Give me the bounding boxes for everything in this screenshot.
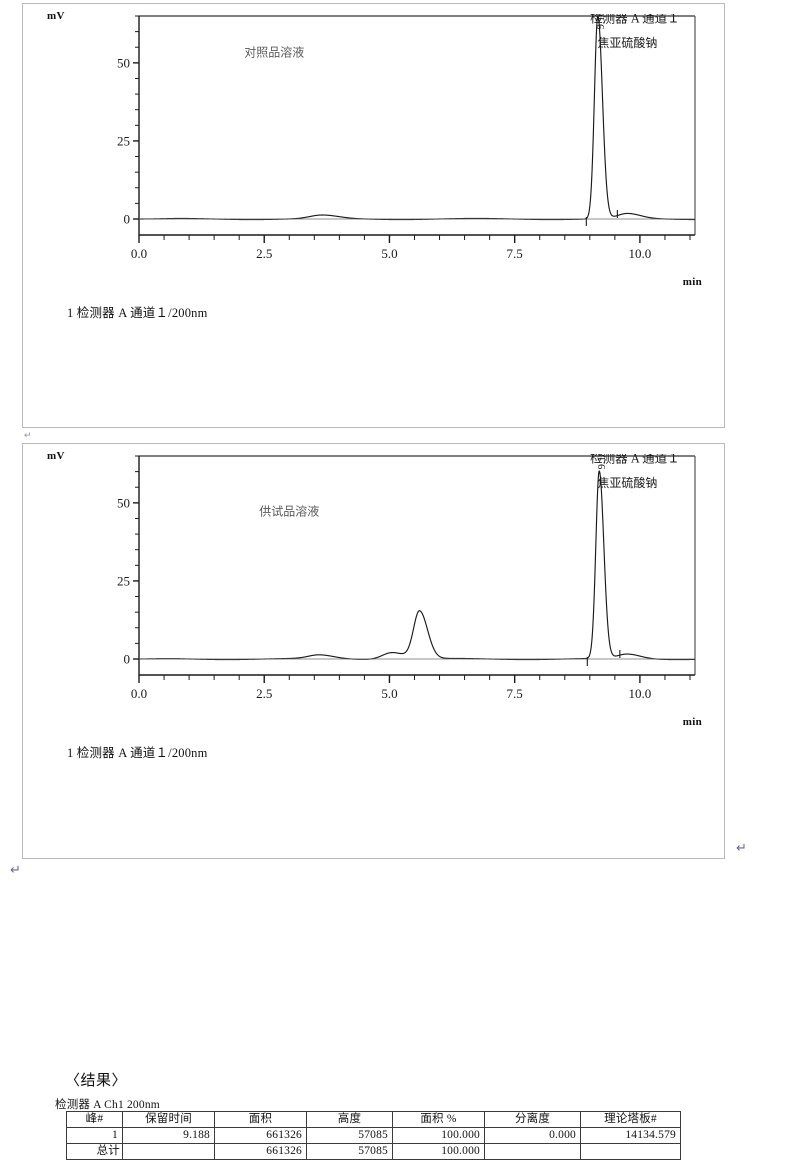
table-cell bbox=[484, 1143, 581, 1160]
detector-channel-label: 检测器 A 通道１ bbox=[590, 14, 680, 25]
y-tick-label: 0 bbox=[124, 652, 131, 667]
table-cell: 1 bbox=[66, 1127, 123, 1144]
detector-channel-label: 检测器 A 通道１ bbox=[590, 454, 680, 465]
plot-area: 0 25 50 0.0 2.5 5.0 7.5 10.0 检测器 A 通道１ 焦亚硫酸钠 9.188… bbox=[91, 454, 699, 704]
chromatogram-svg: 0 25 50 0.0 2.5 5.0 7.5 10.0 检测器 A 通道１ 焦亚硫酸钠 9.188… bbox=[117, 454, 696, 701]
table-cell: 100.000 bbox=[392, 1127, 485, 1144]
chromatogram-svg: 0 25 50 0.0 2.5 5.0 7.5 10.0 检测器 A 通道１ 焦亚硫酸钠 9.160… bbox=[117, 14, 696, 261]
table-col-header-4: 面积 % bbox=[392, 1111, 485, 1128]
results-subheading: 检测器 A Ch1 200nm bbox=[55, 1099, 160, 1111]
chromatogram-caption: 1 检测器 A 通道１/200nm bbox=[67, 306, 208, 320]
x-tick-label: 5.0 bbox=[381, 246, 397, 261]
y-tick-label: 25 bbox=[117, 573, 130, 588]
table-col-header-5: 分离度 bbox=[484, 1111, 581, 1128]
table-cell: 9.188 bbox=[122, 1127, 215, 1144]
table-header-row: 峰#保留时间面积高度面积 %分离度理论塔板# bbox=[66, 1111, 681, 1128]
report-section-test: mV min 0 25 50 0.0 2.5 5.0 7.5 10.0 检测器 A 通道１ 焦亚硫… bbox=[22, 443, 725, 1160]
table-col-header-6: 理论塔板# bbox=[580, 1111, 681, 1128]
x-tick-label: 7.5 bbox=[507, 686, 523, 701]
y-tick-label: 50 bbox=[117, 55, 130, 70]
table-cell: 0.000 bbox=[484, 1127, 581, 1144]
chromatogram-reference: mV min 0 25 50 0.0 2.5 5.0 7.5 10.0 检测器 A 通道１ 焦亚硫… bbox=[23, 4, 724, 304]
table-cell: 57085 bbox=[306, 1143, 393, 1160]
peak-results-table: 峰# 保留时间 面积 高度 面积 % 分离度 理论塔板# 1 9.188 661326 57085… bbox=[66, 1111, 681, 1160]
table-col-header-1: 保留时间 bbox=[122, 1111, 215, 1128]
table-col-header-0: 峰# bbox=[66, 1111, 123, 1128]
table-cell: 14134.579 bbox=[580, 1127, 681, 1144]
plot-area: 0 25 50 0.0 2.5 5.0 7.5 10.0 检测器 A 通道１ 焦亚硫酸钠 9.160… bbox=[91, 14, 699, 264]
x-tick-label: 10.0 bbox=[629, 686, 652, 701]
table-col-header-3: 高度 bbox=[306, 1111, 393, 1128]
table-cell: 661326 bbox=[214, 1127, 307, 1144]
table-total-label: 总计 bbox=[66, 1143, 123, 1160]
compound-name-label: 焦亚硫酸钠 bbox=[597, 475, 657, 490]
x-tick-label: 0.0 bbox=[131, 246, 147, 261]
paragraph-mark-end: ↵ bbox=[10, 862, 21, 877]
x-tick-label: 10.0 bbox=[629, 246, 652, 261]
chromatogram-test: mV min 0 25 50 0.0 2.5 5.0 7.5 10.0 检测器 A 通道１ 焦亚硫… bbox=[23, 444, 724, 744]
x-tick-label: 0.0 bbox=[131, 686, 147, 701]
table-cell bbox=[580, 1143, 681, 1160]
y-tick-label: 50 bbox=[117, 495, 130, 510]
y-axis-unit-label: mV bbox=[47, 450, 65, 462]
chromatogram-caption: 1 检测器 A 通道１/200nm bbox=[67, 746, 208, 760]
table-total-row: 总计 661326 57085 100.000 bbox=[66, 1143, 681, 1160]
signal-trace bbox=[138, 470, 696, 661]
sample-type-label: 对照品溶液 bbox=[244, 45, 304, 60]
peak-retention-time-label: 9.188 bbox=[597, 454, 608, 469]
paragraph-mark-middle: ↵ bbox=[24, 430, 32, 440]
x-tick-label: 5.0 bbox=[381, 686, 397, 701]
table-cell: 57085 bbox=[306, 1127, 393, 1144]
report-section-reference: mV min 0 25 50 0.0 2.5 5.0 7.5 10.0 检测器 A 通道１ 焦亚硫… bbox=[22, 3, 725, 720]
plot-group: 0 25 50 0.0 2.5 5.0 7.5 10.0 检测器 A 通道１ 焦亚硫酸钠 9.188… bbox=[117, 454, 696, 701]
x-tick-label: 7.5 bbox=[507, 246, 523, 261]
peak-retention-time-label: 9.160 bbox=[596, 14, 607, 29]
table-cell bbox=[122, 1143, 215, 1160]
x-tick-label: 2.5 bbox=[256, 686, 272, 701]
plot-group: 0 25 50 0.0 2.5 5.0 7.5 10.0 检测器 A 通道１ 焦亚硫酸钠 9.160… bbox=[117, 14, 696, 261]
y-tick-label: 0 bbox=[124, 212, 131, 227]
table-row: 1 9.188 661326 57085 100.000 0.000 14134.579 bbox=[66, 1127, 681, 1144]
compound-name-label: 焦亚硫酸钠 bbox=[597, 35, 657, 50]
table-cell: 661326 bbox=[214, 1143, 307, 1160]
table-cell: 100.000 bbox=[392, 1143, 485, 1160]
paragraph-mark-inner: ↵ bbox=[736, 840, 747, 855]
table-col-header-2: 面积 bbox=[214, 1111, 307, 1128]
y-tick-label: 25 bbox=[117, 133, 130, 148]
y-axis-unit-label: mV bbox=[47, 10, 65, 22]
x-tick-label: 2.5 bbox=[256, 246, 272, 261]
results-heading: 〈结果〉 bbox=[65, 1073, 128, 1089]
report-page: mV min 0 25 50 0.0 2.5 5.0 7.5 10.0 检测器 A 通道１ 焦亚硫… bbox=[10, 3, 747, 1160]
x-axis-unit-label: min bbox=[682, 716, 702, 728]
sample-type-label: 供试品溶液 bbox=[259, 503, 319, 518]
x-axis-unit-label: min bbox=[682, 276, 702, 288]
